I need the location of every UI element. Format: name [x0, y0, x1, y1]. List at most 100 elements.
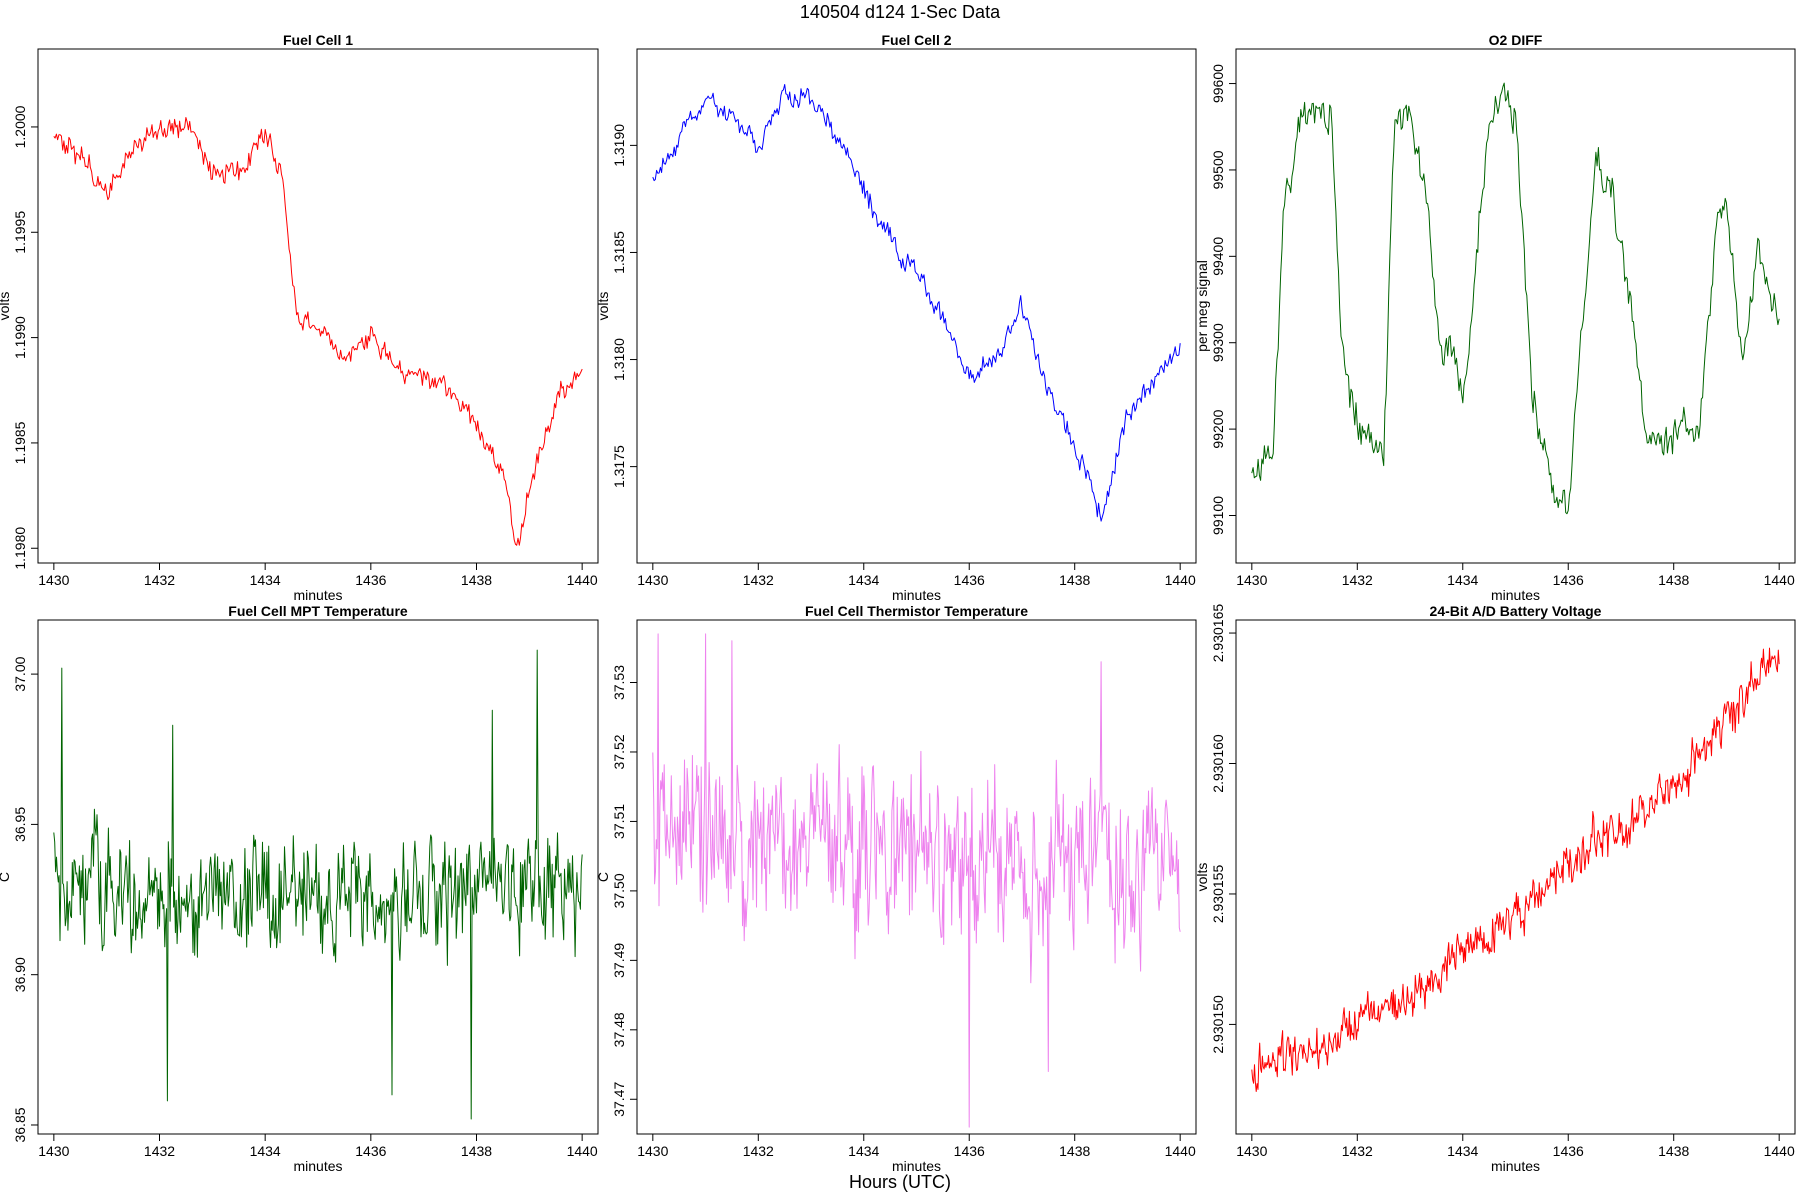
- chart-panel-3: O2 DIFF 1430 1432 1434 1436 1438 1440 minutes 99…: [1194, 32, 1796, 603]
- x-tick-label: 1436: [1553, 572, 1584, 588]
- x-tick-label: 1434: [1447, 1143, 1478, 1159]
- x-tick-label: 1440: [1165, 1143, 1196, 1159]
- chart-panel-5: Fuel Cell Thermistor Temperature 1430 1432…: [595, 603, 1197, 1174]
- series-line: [652, 633, 1181, 1128]
- y-tick-label: 1.3190: [611, 124, 627, 167]
- panel-grid: Fuel Cell 1 1430 1432 1434 1436 1438 1440 minut…: [0, 32, 1796, 1174]
- x-tick-label: 1438: [1658, 572, 1689, 588]
- x-tick-label: 1440: [1764, 572, 1795, 588]
- plot-frame: [636, 619, 1197, 1135]
- y-tick-label: 1.1985: [12, 421, 28, 464]
- x-tick-label: 1438: [1658, 1143, 1689, 1159]
- panel-title: Fuel Cell 1: [283, 32, 353, 48]
- x-axis-label: minutes: [293, 1158, 342, 1174]
- chart-panel-4: Fuel Cell MPT Temperature 1430 1432 1434 143…: [0, 603, 599, 1174]
- x-tick-label: 1436: [355, 1143, 386, 1159]
- y-tick-label: 1.1990: [12, 316, 28, 359]
- x-tick-label: 1436: [1553, 1143, 1584, 1159]
- y-tick-label: 1.3175: [611, 445, 627, 488]
- y-tick-label: 99600: [1210, 64, 1226, 103]
- y-tick-label: 37.49: [611, 943, 627, 978]
- panel-title: Fuel Cell 2: [881, 32, 951, 48]
- y-tick-label: 37.00: [12, 656, 28, 691]
- x-tick-label: 1434: [1447, 572, 1478, 588]
- x-tick-label: 1430: [637, 1143, 668, 1159]
- y-tick-label: 1.3185: [611, 231, 627, 274]
- x-axis-label: minutes: [1491, 587, 1540, 603]
- x-tick-label: 1432: [743, 572, 774, 588]
- x-tick-label: 1438: [461, 1143, 492, 1159]
- chart-panel-2: Fuel Cell 2 1430 1432 1434 1436 1438 1440 minut…: [595, 32, 1197, 603]
- y-tick-label: 99200: [1210, 409, 1226, 448]
- x-tick-label: 1434: [848, 572, 879, 588]
- y-axis-label: C: [595, 872, 611, 882]
- x-tick-label: 1434: [250, 1143, 281, 1159]
- y-tick-label: 2.930155: [1210, 865, 1226, 924]
- y-tick-label: 37.51: [611, 804, 627, 839]
- x-tick-label: 1436: [954, 572, 985, 588]
- x-tick-label: 1438: [1059, 1143, 1090, 1159]
- x-tick-label: 1430: [38, 572, 69, 588]
- panel-title: Fuel Cell Thermistor Temperature: [805, 603, 1028, 619]
- y-axis-label: volts: [0, 292, 12, 321]
- plot-frame: [1235, 48, 1796, 564]
- series-line: [1251, 647, 1780, 1092]
- x-tick-label: 1430: [1236, 572, 1267, 588]
- y-tick-label: 99300: [1210, 323, 1226, 362]
- x-tick-label: 1440: [567, 1143, 598, 1159]
- x-tick-label: 1432: [1342, 572, 1373, 588]
- y-tick-label: 37.50: [611, 873, 627, 908]
- y-axis-label: volts: [1194, 863, 1210, 892]
- x-tick-label: 1438: [461, 572, 492, 588]
- panel-title: Fuel Cell MPT Temperature: [228, 603, 408, 619]
- x-tick-label: 1440: [1764, 1143, 1795, 1159]
- y-tick-label: 36.90: [12, 957, 28, 992]
- x-axis-label: minutes: [892, 587, 941, 603]
- x-tick-label: 1430: [637, 572, 668, 588]
- y-tick-label: 99400: [1210, 237, 1226, 276]
- x-axis-label: minutes: [293, 587, 342, 603]
- y-axis-label: C: [0, 872, 12, 882]
- x-tick-label: 1432: [144, 572, 175, 588]
- plot-frame: [636, 48, 1197, 564]
- chart-panel-6: 24-Bit A/D Battery Voltage 1430 1432 1434 14…: [1194, 603, 1796, 1174]
- chart-panel-1: Fuel Cell 1 1430 1432 1434 1436 1438 1440 minut…: [0, 32, 599, 603]
- x-tick-label: 1432: [144, 1143, 175, 1159]
- x-tick-label: 1436: [355, 572, 386, 588]
- x-axis-label: minutes: [1491, 1158, 1540, 1174]
- y-tick-label: 37.48: [611, 1012, 627, 1047]
- x-axis-label: minutes: [892, 1158, 941, 1174]
- y-tick-label: 2.930150: [1210, 995, 1226, 1054]
- y-axis-label: per meg signal: [1194, 260, 1210, 352]
- y-tick-label: 1.1995: [12, 211, 28, 254]
- y-tick-label: 99100: [1210, 496, 1226, 535]
- outer-x-label: Hours (UTC): [849, 1172, 951, 1192]
- x-tick-label: 1434: [250, 572, 281, 588]
- y-axis-label: volts: [595, 292, 611, 321]
- plot-frame: [1235, 619, 1796, 1135]
- y-tick-label: 37.52: [611, 734, 627, 769]
- x-tick-label: 1440: [1165, 572, 1196, 588]
- y-tick-label: 37.53: [611, 665, 627, 700]
- series-line: [53, 117, 583, 546]
- y-tick-label: 1.2000: [12, 105, 28, 148]
- series-line: [53, 649, 583, 1120]
- x-tick-label: 1438: [1059, 572, 1090, 588]
- figure-title: 140504 d124 1-Sec Data: [800, 2, 1001, 22]
- x-tick-label: 1430: [38, 1143, 69, 1159]
- x-tick-label: 1440: [567, 572, 598, 588]
- panel-title: O2 DIFF: [1489, 32, 1543, 48]
- y-tick-label: 36.95: [12, 807, 28, 842]
- y-tick-label: 37.47: [611, 1082, 627, 1117]
- x-tick-label: 1432: [743, 1143, 774, 1159]
- series-line: [1251, 82, 1780, 515]
- x-tick-label: 1432: [1342, 1143, 1373, 1159]
- panel-title: 24-Bit A/D Battery Voltage: [1430, 603, 1602, 619]
- x-tick-label: 1436: [954, 1143, 985, 1159]
- y-tick-label: 2.930165: [1210, 604, 1226, 663]
- y-tick-label: 2.930160: [1210, 734, 1226, 793]
- series-line: [652, 84, 1181, 522]
- x-tick-label: 1434: [848, 1143, 879, 1159]
- plot-frame: [37, 48, 599, 564]
